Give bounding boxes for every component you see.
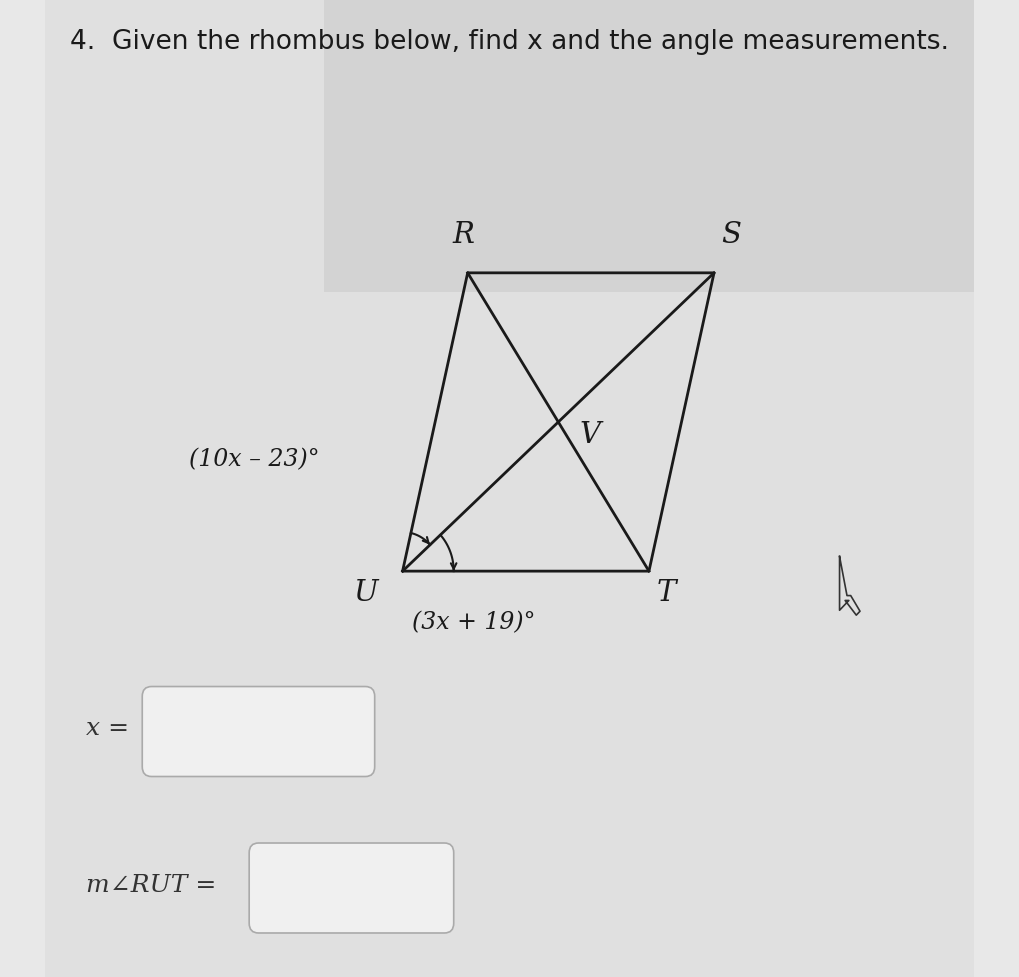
- Text: S: S: [721, 221, 742, 249]
- Text: 4.  Given the rhombus below, find x and the angle measurements.: 4. Given the rhombus below, find x and t…: [70, 29, 949, 56]
- Text: (10x – 23)°: (10x – 23)°: [189, 447, 319, 471]
- FancyBboxPatch shape: [324, 0, 974, 293]
- FancyBboxPatch shape: [143, 687, 375, 777]
- FancyBboxPatch shape: [45, 0, 974, 977]
- Text: U: U: [353, 578, 377, 607]
- FancyBboxPatch shape: [250, 843, 453, 933]
- Text: x =: x =: [87, 716, 129, 740]
- Text: (3x + 19)°: (3x + 19)°: [412, 611, 535, 634]
- Text: T: T: [656, 578, 676, 607]
- Text: R: R: [452, 221, 474, 249]
- Text: m∠RUT =: m∠RUT =: [87, 872, 217, 896]
- Text: V: V: [579, 421, 600, 448]
